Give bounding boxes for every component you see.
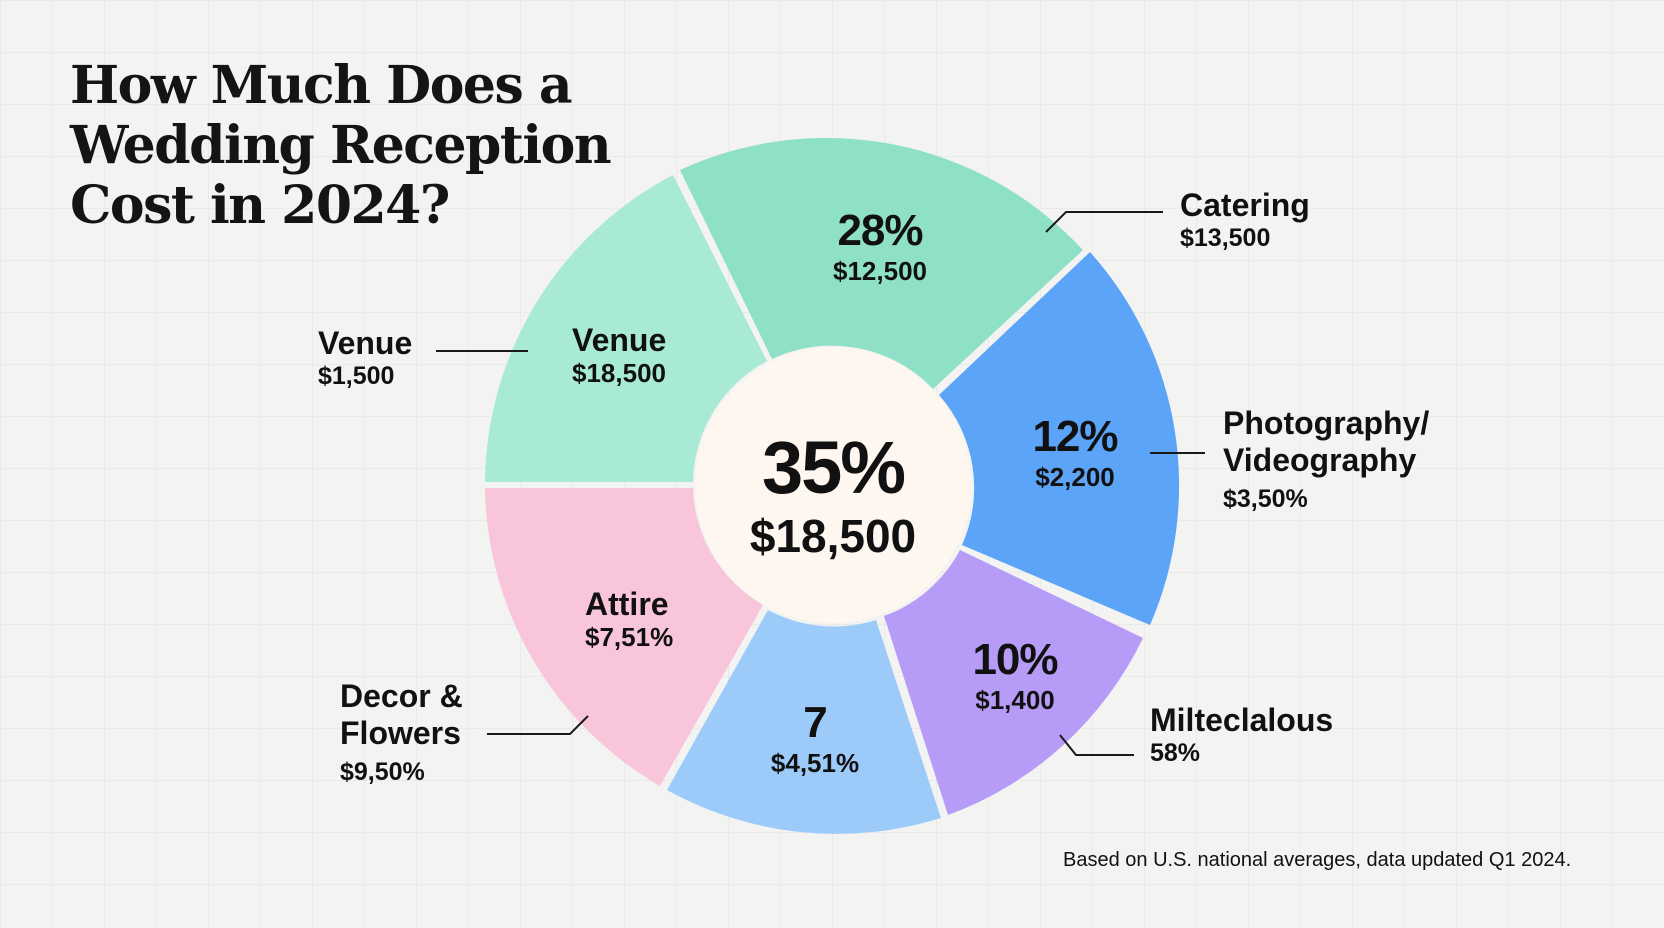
catering-amount: $12,500 <box>833 255 927 286</box>
slice-photography <box>939 252 1180 625</box>
lightblue-inner-label: 7 $4,51% <box>735 698 895 778</box>
leader-catering <box>1045 211 1163 233</box>
catering-outer-amount: $13,500 <box>1180 223 1271 252</box>
misc-outer-name: Milteclalous <box>1150 702 1334 738</box>
misc-outer-amount: 58% <box>1150 738 1201 767</box>
center-label: 35% $18,500 <box>693 425 973 563</box>
attire-amount: $7,51% <box>585 621 674 652</box>
misc-inner-label: 10% $1,400 <box>935 635 1095 715</box>
slice-miscellaneous <box>884 550 1143 815</box>
donut-center <box>695 347 971 623</box>
decor-outer-label: Decor & Flowers $9,50% <box>340 678 463 786</box>
catering-outer-label: Catering $13,500 <box>1180 187 1310 253</box>
leader-misc <box>1059 734 1134 756</box>
misc-pct: 10% <box>972 635 1058 684</box>
title-line-3: Cost in 2024? <box>70 175 450 236</box>
decor-outer-name-2: Flowers <box>340 714 461 751</box>
lightblue-pct: 7 <box>803 698 827 747</box>
photo-outer-label: Photography/ Videography $3,50% <box>1223 405 1429 513</box>
footnote: Based on U.S. national averages, data up… <box>1063 849 1572 871</box>
center-amount: $18,500 <box>749 510 917 563</box>
photo-outer-name-2: Videography <box>1223 441 1417 478</box>
misc-amount: $1,400 <box>975 684 1055 715</box>
decor-outer-amount: $9,50% <box>340 757 425 786</box>
attire-inner-label: Attire $7,51% <box>585 586 673 653</box>
photo-outer-name-1: Photography/ <box>1223 405 1430 441</box>
leader-decor <box>487 715 589 735</box>
photo-amount: $2,200 <box>1035 461 1115 492</box>
slice-attire <box>485 488 763 786</box>
venue-outer-label: Venue $1,500 <box>318 325 412 391</box>
decor-outer-name-1: Decor & <box>340 678 463 714</box>
catering-pct: 28% <box>837 206 923 255</box>
catering-inner-label: 28% $12,500 <box>800 206 960 286</box>
slice-light-blue <box>667 610 941 834</box>
catering-outer-name: Catering <box>1180 187 1310 223</box>
slice-catering <box>680 137 1083 389</box>
attire-name: Attire <box>585 586 669 622</box>
photo-pct: 12% <box>1032 412 1118 461</box>
venue-outer-name: Venue <box>318 325 413 361</box>
chart-title: How Much Does a Wedding Reception Cost i… <box>70 56 630 236</box>
lightblue-amount: $4,51% <box>770 747 860 778</box>
venue-outer-amount: $1,500 <box>318 361 395 390</box>
slice-venue <box>485 175 767 482</box>
venue-name: Venue <box>572 322 667 358</box>
title-line-2: Wedding Reception <box>70 115 612 176</box>
venue-amount: $18,500 <box>572 357 666 388</box>
photo-outer-amount: $3,50% <box>1223 484 1308 513</box>
misc-outer-label: Milteclalous 58% <box>1150 702 1333 768</box>
venue-inner-label: Venue $18,500 <box>572 322 666 389</box>
title-line-1: How Much Does a <box>70 55 573 116</box>
photo-inner-label: 12% $2,200 <box>995 412 1155 492</box>
center-pct: 35% <box>761 426 906 509</box>
